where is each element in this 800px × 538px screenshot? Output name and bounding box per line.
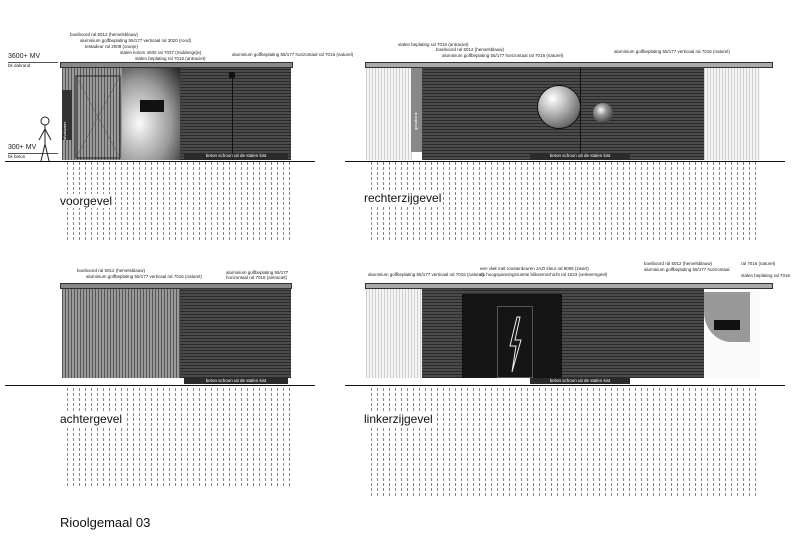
vertical-cladding — [62, 289, 180, 378]
annotation: testadeur ral 2008 (oranje) — [85, 44, 139, 49]
vertical-text-grindbank: grindbank — [413, 112, 418, 130]
vertical-cladding-light — [366, 68, 412, 160]
downpipe-head — [229, 72, 235, 78]
annotation: stalen beplating ral 7016 (antraciet) — [135, 56, 206, 61]
annotation: stalen kolom 4030 ral 7037 (middengrijs) — [120, 50, 202, 55]
level-top-unit: MV — [29, 53, 41, 60]
view-label: achtergevel — [60, 412, 123, 426]
annotation: boeiboord ral 5012 (hemelsblauw) — [436, 47, 505, 52]
roof-edge — [365, 283, 773, 289]
panel-joint — [580, 68, 581, 160]
vertical-cladding-light — [366, 289, 422, 378]
level-bottom-value: 300+ — [8, 144, 24, 151]
gradient-panel — [122, 68, 180, 160]
door-frame — [497, 306, 533, 378]
horizontal-cladding — [180, 68, 291, 160]
annotation: aluminium golfbeplating 55/177 horizonta… — [232, 52, 354, 57]
level-bottom-line — [8, 153, 58, 154]
side-post — [411, 68, 422, 152]
foundation-label: beton schoon uit de stalen kist — [184, 378, 288, 384]
annotation: boeiboord ral 5012 (hemelsblauw) — [70, 32, 139, 37]
roof-edge — [60, 283, 292, 289]
foundation-label: beton schoon uit de stalen kist — [530, 153, 630, 159]
level-bottom-unit: MV — [25, 144, 37, 151]
signage-panel — [704, 292, 750, 342]
round-window-large — [537, 85, 581, 129]
annotation: aluminium golfbeplating 55/177 verticaal… — [80, 38, 192, 43]
annotation: aluminium golfbeplating 55/177 verticaal… — [614, 49, 730, 54]
ground-line — [345, 161, 785, 162]
foundation-label: beton schoon uit de stalen kist — [530, 378, 630, 384]
info-plate — [714, 320, 740, 330]
foundation-label: beton schoon uit de stalen kist — [184, 153, 288, 159]
horizontal-cladding — [180, 289, 291, 378]
ground-line — [5, 385, 315, 386]
annotation: op hoogspanningsruimte bliksemschicht ra… — [480, 272, 608, 277]
annotation: boeiboord ral 5012 (hemelsblauw) — [77, 268, 146, 273]
annotation: aluminium golfbeplating 55/177 horizonta… — [226, 270, 289, 280]
door-frame — [75, 75, 121, 159]
door-panel — [74, 68, 122, 160]
downpipe — [232, 76, 233, 160]
annotation: stalen beplating ral 7016 — [741, 273, 791, 278]
annotation: stalen beplating ral 7016 (antraciet) — [398, 42, 469, 47]
annotation: ral 7016 (naturel) — [741, 261, 776, 266]
round-window-small — [593, 103, 613, 123]
ground-line — [345, 385, 785, 386]
sheet-title: Rioolgemaal 03 — [60, 515, 151, 530]
level-top-sub: bk dakrand — [8, 63, 31, 68]
roof-edge — [365, 62, 773, 68]
annotation: aluminium golfbeplating 55/177 verticaal… — [368, 272, 484, 277]
level-top-line — [8, 62, 58, 63]
ground-line — [5, 161, 315, 162]
annotation: een vlak met roosterdeuren JAZI kleur ra… — [480, 266, 589, 271]
annotation: boeiboord ral 5012 (hemelsblauw) — [644, 261, 713, 266]
view-label: voorgevel — [60, 194, 113, 208]
foundation-piles — [366, 386, 761, 496]
human-scale-figure — [38, 116, 52, 162]
vertical-cladding-right — [704, 68, 760, 160]
annotation: aluminium golfbeplating 55/177 horizonta… — [442, 53, 564, 58]
foundation-piles — [62, 386, 292, 486]
level-bottom-sub: bk beton — [8, 154, 26, 159]
info-plate — [140, 100, 164, 112]
vertical-text-afvalwater: afvalwater — [62, 90, 72, 140]
lightning-bolt-icon — [509, 316, 522, 373]
annotation: aluminium golfbeplating 55/177 horizonta… — [644, 267, 730, 272]
annotation: aluminium golfbeplating 55/177 verticaal… — [86, 274, 202, 279]
view-label: linkerzijgevel — [364, 412, 433, 426]
level-top-value: 3600+ — [8, 53, 28, 60]
view-label: rechterzijgevel — [364, 191, 442, 205]
roof-edge — [60, 62, 293, 68]
